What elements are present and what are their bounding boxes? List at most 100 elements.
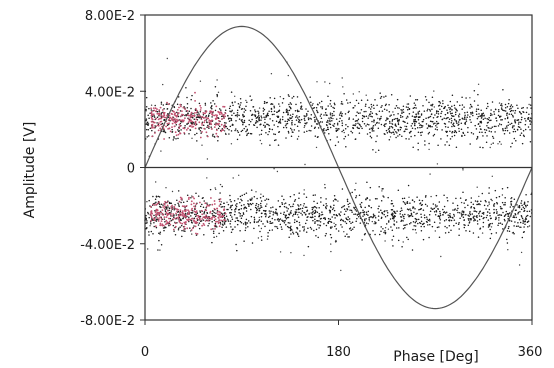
scatter-point: [398, 118, 400, 121]
scatter-point: [458, 234, 460, 236]
scatter-point: [318, 102, 321, 104]
highlight-point: [211, 113, 213, 116]
scatter-point: [514, 221, 516, 223]
scatter-point: [487, 226, 490, 228]
scatter-point: [295, 211, 298, 213]
scatter-point: [333, 222, 335, 224]
scatter-point: [502, 129, 504, 132]
scatter-point: [264, 118, 266, 121]
scatter-point: [341, 206, 343, 209]
scatter-point: [297, 135, 300, 138]
scatter-point: [273, 168, 275, 170]
scatter-point: [212, 99, 214, 102]
scatter-point: [246, 101, 248, 104]
scatter-point: [320, 113, 322, 115]
scatter-point: [425, 220, 428, 223]
scatter-point: [509, 105, 512, 108]
scatter-point: [404, 128, 407, 130]
scatter-point: [250, 215, 253, 218]
scatter-point: [263, 108, 266, 111]
scatter-point: [327, 126, 329, 129]
highlight-point: [164, 200, 167, 203]
scatter-point: [314, 194, 316, 196]
scatter-point: [166, 108, 169, 110]
scatter-point: [325, 206, 327, 208]
scatter-point: [421, 126, 423, 129]
scatter-point: [234, 129, 236, 132]
highlight-point: [151, 135, 154, 138]
scatter-point: [290, 122, 293, 124]
scatter-point: [478, 113, 480, 115]
scatter-point: [417, 222, 419, 225]
highlight-point: [186, 227, 189, 230]
scatter-point: [514, 212, 516, 215]
scatter-point: [513, 125, 515, 127]
scatter-point: [240, 207, 243, 210]
scatter-point: [254, 115, 257, 118]
scatter-point: [286, 122, 289, 125]
scatter-point: [276, 225, 278, 228]
scatter-point: [297, 235, 300, 237]
scatter-point: [384, 123, 386, 125]
scatter-point: [154, 202, 156, 204]
scatter-point: [194, 133, 196, 136]
highlight-point: [205, 131, 208, 134]
scatter-point: [467, 126, 469, 129]
scatter-point: [271, 222, 274, 224]
scatter-point: [289, 227, 292, 230]
scatter-point: [155, 126, 157, 128]
scatter-point: [296, 96, 299, 98]
scatter-point: [474, 219, 477, 221]
scatter-point: [525, 194, 527, 196]
scatter-point: [173, 135, 175, 138]
highlight-point: [157, 211, 160, 214]
scatter-point: [339, 117, 341, 120]
highlight-point: [194, 122, 197, 125]
highlight-point: [172, 110, 175, 113]
scatter-point: [443, 117, 445, 119]
highlight-point: [193, 210, 196, 213]
scatter-point: [407, 184, 410, 187]
highlight-point: [153, 109, 156, 112]
scatter-point: [378, 211, 380, 213]
highlight-point: [224, 115, 227, 118]
highlight-point: [167, 103, 170, 106]
scatter-point: [428, 218, 431, 221]
scatter-point: [193, 217, 196, 219]
scatter-point: [262, 107, 265, 110]
highlight-point: [213, 224, 216, 227]
highlight-point: [212, 110, 215, 113]
scatter-point: [184, 125, 186, 127]
scatter-point: [433, 106, 435, 108]
scatter-point: [374, 198, 377, 200]
scatter-point: [489, 146, 491, 149]
scatter-point: [404, 203, 407, 206]
scatter-point: [245, 218, 248, 221]
highlight-point: [171, 122, 174, 125]
scatter-point: [497, 224, 499, 226]
scatter-point: [284, 219, 286, 222]
scatter-point: [450, 122, 453, 124]
scatter-point: [434, 114, 436, 116]
scatter-point: [517, 126, 520, 128]
scatter-point: [491, 175, 493, 177]
scatter-point: [513, 216, 516, 219]
highlight-point: [199, 136, 202, 139]
scatter-point: [303, 203, 305, 205]
scatter-point: [395, 227, 398, 229]
scatter-point: [190, 220, 193, 222]
scatter-point: [402, 215, 405, 218]
scatter-point: [431, 103, 434, 106]
highlight-point: [156, 217, 159, 219]
scatter-point: [522, 134, 525, 137]
scatter-point: [293, 221, 296, 224]
scatter-point: [314, 221, 316, 223]
scatter-point: [518, 121, 520, 123]
scatter-point: [474, 124, 476, 127]
scatter-point: [318, 212, 321, 215]
scatter-point: [277, 125, 279, 128]
scatter-point: [159, 205, 161, 208]
scatter-point: [504, 117, 506, 120]
scatter-point: [281, 219, 283, 221]
